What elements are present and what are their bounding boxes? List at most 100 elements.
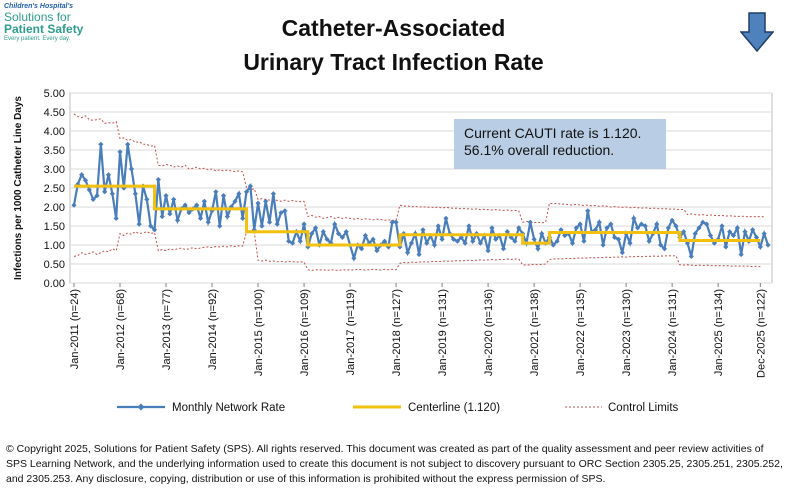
monthly-rate-point	[186, 210, 192, 216]
monthly-rate-point	[700, 219, 706, 225]
monthly-rate-point	[339, 234, 345, 240]
monthly-rate-point	[581, 238, 587, 244]
x-tick-label: Jan-2025 (n=134)	[713, 289, 725, 376]
monthly-rate-point	[370, 236, 376, 242]
legend-centerline-label: Centerline (1.120)	[408, 402, 500, 414]
monthly-rate-point	[224, 213, 230, 220]
y-tick-label: 3.50	[44, 145, 65, 157]
monthly-rate-point	[79, 172, 85, 178]
monthly-rate-point	[631, 215, 637, 221]
control-limit-lower	[73, 230, 761, 271]
annotation-box: Current CAUTI rate is 1.120. 56.1% overa…	[454, 119, 666, 169]
monthly-rate-point	[182, 202, 188, 208]
monthly-rate-point	[259, 223, 265, 229]
x-tick-label: Jan-2019 (n=131)	[437, 289, 449, 376]
y-tick-label: 0.00	[44, 278, 65, 290]
monthly-rate-point	[535, 246, 541, 252]
monthly-rate-point	[420, 227, 426, 233]
monthly-rate-point	[125, 141, 131, 147]
monthly-rate-point	[128, 166, 135, 172]
x-tick-label: Jan-2018 (n=127)	[391, 289, 403, 376]
monthly-rate-point	[554, 238, 560, 244]
monthly-rate-point	[220, 193, 227, 199]
monthly-rate-point	[358, 246, 365, 252]
monthly-rate-point	[454, 238, 461, 244]
x-tick-label: Jan-2016 (n=109)	[299, 289, 311, 376]
monthly-rate-point	[707, 232, 714, 239]
monthly-rate-point	[266, 219, 273, 225]
monthly-rate-point	[243, 189, 250, 195]
monthly-rate-point	[171, 196, 177, 202]
monthly-rate-point	[550, 242, 556, 248]
monthly-rate-point	[270, 191, 276, 197]
monthly-rate-point	[205, 219, 211, 225]
monthly-rate-point	[408, 240, 415, 246]
x-tick-label: Jan-2021 (n=138)	[529, 289, 541, 376]
monthly-rate-point	[174, 217, 181, 223]
y-tick-label: 1.00	[44, 240, 65, 252]
y-tick-label: 3.00	[44, 164, 65, 176]
monthly-rate-point	[734, 225, 740, 231]
monthly-rate-point	[658, 242, 664, 248]
monthly-rate-point	[462, 240, 468, 246]
monthly-rate-point	[144, 196, 150, 202]
x-tick-label: Dec-2025 (n=122)	[755, 289, 767, 378]
monthly-rate-point	[132, 191, 138, 197]
monthly-rate-point	[351, 255, 357, 261]
monthly-rate-point	[489, 225, 495, 231]
monthly-rate-point	[159, 213, 165, 220]
monthly-rate-point	[289, 240, 296, 246]
monthly-rate-point	[167, 211, 173, 217]
monthly-rate-point	[332, 221, 338, 227]
monthly-rate-point	[71, 202, 77, 208]
monthly-rate-point	[255, 200, 261, 206]
monthly-rate-point	[82, 177, 89, 183]
copyright-footer: © Copyright 2025, Solutions for Patient …	[6, 443, 783, 485]
monthly-rate-point	[539, 231, 545, 237]
monthly-rate-point	[573, 225, 579, 231]
monthly-rate-point	[320, 229, 326, 235]
monthly-rate-point	[730, 232, 737, 239]
monthly-rate-point	[466, 223, 472, 229]
monthly-rate-point	[247, 183, 253, 189]
monthly-rate-point	[151, 227, 158, 233]
monthly-rate-point	[213, 189, 219, 195]
x-tick-label: Jan-2020 (n=136)	[483, 289, 495, 376]
logo-line-1: Children's Hospital's	[4, 3, 74, 10]
monthly-rate-point	[232, 198, 238, 204]
monthly-rate-point	[312, 225, 319, 231]
monthly-rate-point	[274, 221, 280, 227]
logo-tagline: Every patient. Every day.	[4, 36, 71, 42]
monthly-rate-point	[385, 244, 392, 250]
monthly-rate-point	[102, 189, 108, 195]
monthly-rate-point	[163, 193, 169, 199]
monthly-rate-point	[493, 236, 499, 242]
monthly-rate-point	[646, 238, 652, 244]
y-tick-label: 4.50	[44, 107, 65, 119]
monthly-rate-point	[500, 246, 507, 252]
monthly-rate-point	[458, 234, 464, 240]
monthly-rate-point	[600, 242, 606, 248]
monthly-rate-point	[416, 251, 422, 258]
x-tick-label: Jan-2017 (n=119)	[345, 289, 357, 375]
monthly-rate-point	[753, 234, 760, 240]
monthly-rate-point	[362, 232, 369, 239]
annotation-line-1: Current CAUTI rate is 1.120.	[464, 125, 642, 141]
control-limit-upper	[73, 113, 765, 224]
y-tick-label: 5.00	[44, 88, 65, 100]
monthly-rate-point	[278, 210, 284, 216]
chart-title-line-2: Urinary Tract Infection Rate	[243, 49, 544, 75]
monthly-rate-point	[615, 236, 622, 242]
monthly-rate-point	[404, 250, 411, 256]
x-tick-label: Jan-2015 (n=100)	[253, 289, 265, 376]
monthly-rate-point	[263, 198, 269, 204]
monthly-rate-point	[393, 219, 399, 225]
monthly-rate-point	[531, 236, 537, 242]
monthly-rate-point	[569, 240, 576, 246]
monthly-rate-point	[381, 238, 388, 244]
monthly-rate-point	[297, 238, 303, 244]
monthly-rate-point	[389, 219, 395, 225]
y-tick-label: 1.50	[44, 221, 65, 233]
monthly-rate-point	[638, 221, 645, 227]
monthly-rate-point	[604, 225, 610, 231]
